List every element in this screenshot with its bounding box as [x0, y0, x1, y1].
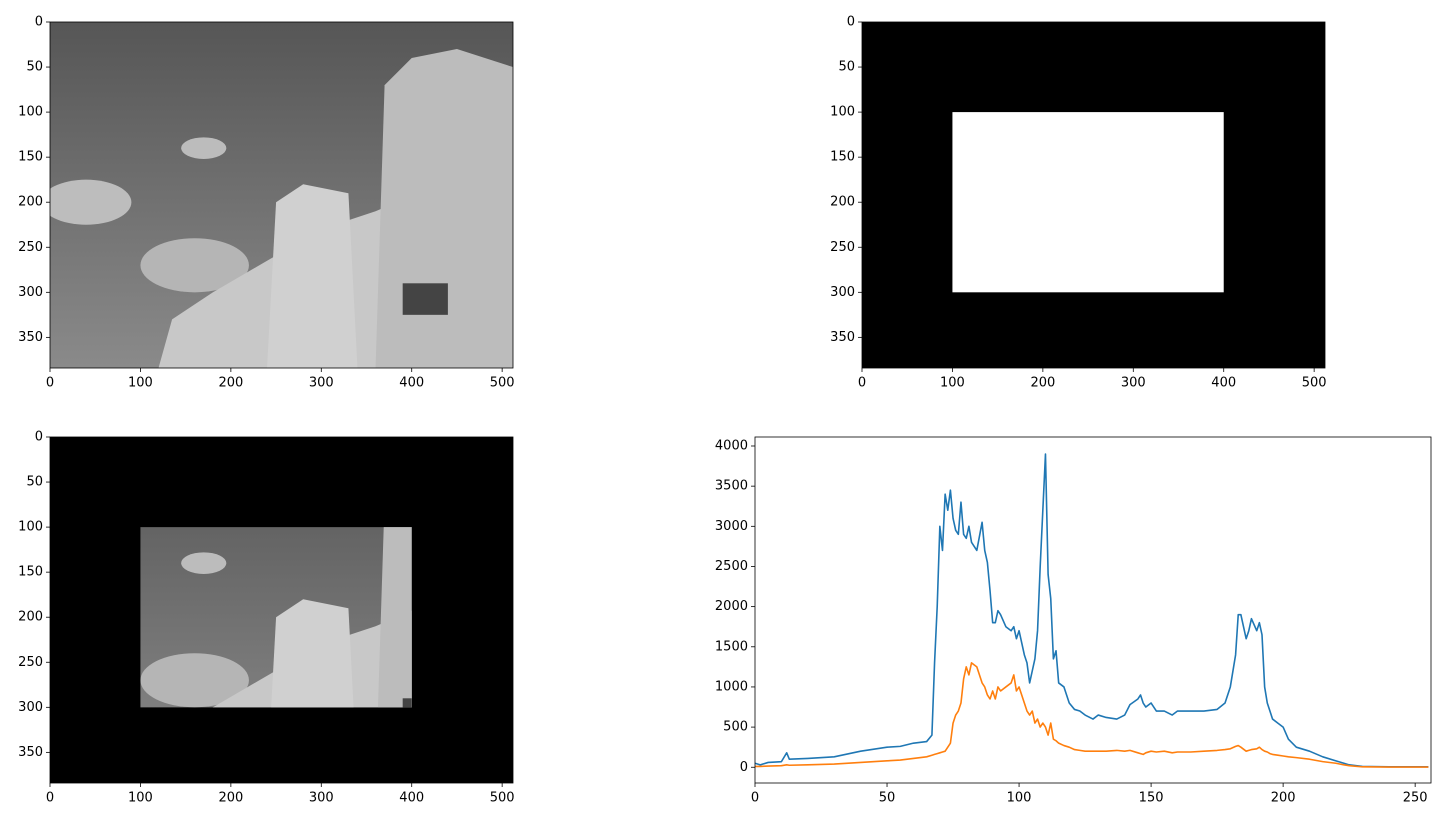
axes-frame — [754, 436, 1432, 784]
y-tick-label: 300 — [830, 285, 855, 300]
y-tick-label: 0 — [847, 15, 855, 30]
x-tick-label: 250 — [1403, 791, 1428, 806]
mask-region — [952, 112, 1224, 293]
y-tick-label: 4000 — [715, 438, 748, 453]
y-tick-label: 150 — [18, 150, 43, 165]
y-tick-label: 350 — [18, 745, 43, 760]
y-tick-label: 250 — [830, 240, 855, 255]
y-tick-label: 2500 — [715, 559, 748, 574]
axes-frame — [49, 436, 514, 784]
axes: 0 100 200 300 400 500 0 50 100 150 200 250 300 350 — [830, 15, 1326, 391]
x-tick-label: 100 — [128, 791, 153, 806]
x-tick-label: 0 — [858, 376, 866, 391]
y-tick-label: 150 — [830, 150, 855, 165]
y-tick-label: 250 — [18, 655, 43, 670]
axes-frame — [861, 21, 1326, 369]
axes-frame — [49, 21, 514, 369]
series-line — [754, 453, 1429, 768]
axes: 0 100 200 300 400 500 0 50 100 150 200 250 300 350 — [18, 430, 514, 806]
x-tick-label: 0 — [46, 791, 54, 806]
y-tick-label: 500 — [723, 720, 748, 735]
y-tick-label: 50 — [26, 475, 43, 490]
x-tick-label: 0 — [46, 376, 54, 391]
x-tick-label: 200 — [1271, 791, 1296, 806]
x-tick-label: 400 — [399, 376, 424, 391]
x-tick-label: 100 — [1007, 791, 1032, 806]
y-tick-label: 250 — [18, 240, 43, 255]
y-tick-label: 350 — [830, 330, 855, 345]
y-tick-label: 0 — [740, 760, 748, 775]
y-tick-label: 0 — [35, 15, 43, 30]
y-tick-label: 300 — [18, 700, 43, 715]
y-tick-label: 2000 — [715, 599, 748, 614]
y-tick-label: 200 — [18, 610, 43, 625]
y-tick-label: 200 — [830, 195, 855, 210]
y-tick-label: 1500 — [715, 639, 748, 654]
x-tick-label: 500 — [490, 376, 515, 391]
y-tick-label: 50 — [838, 60, 855, 75]
x-tick-label: 200 — [1030, 376, 1055, 391]
x-tick-label: 200 — [218, 791, 243, 806]
y-tick-label: 100 — [18, 520, 43, 535]
series-line — [755, 662, 1429, 768]
x-tick-label: 500 — [490, 791, 515, 806]
y-tick-label: 350 — [18, 330, 43, 345]
x-tick-label: 500 — [1302, 376, 1327, 391]
x-tick-label: 300 — [1121, 376, 1146, 391]
y-tick-label: 0 — [35, 430, 43, 445]
y-tick-label: 100 — [18, 105, 43, 120]
photo — [50, 22, 513, 368]
x-tick-label: 300 — [309, 791, 334, 806]
x-tick-label: 0 — [751, 791, 759, 806]
y-tick-label: 3500 — [715, 479, 748, 494]
y-tick-label: 3000 — [715, 519, 748, 534]
y-tick-label: 1000 — [715, 679, 748, 694]
y-tick-label: 100 — [830, 105, 855, 120]
axes: 0 50 100 150 200 2500500100015002000250030003… — [715, 436, 1432, 806]
y-tick-label: 50 — [26, 60, 43, 75]
x-tick-label: 200 — [218, 376, 243, 391]
photo-content — [50, 22, 513, 368]
x-tick-label: 400 — [1211, 376, 1236, 391]
x-tick-label: 100 — [940, 376, 965, 391]
x-tick-label: 100 — [128, 376, 153, 391]
x-tick-label: 400 — [399, 791, 424, 806]
axes: 0 100 200 300 400 500 0 50 100 150 200 250 300 350 — [18, 15, 514, 391]
x-tick-label: 50 — [879, 791, 896, 806]
y-tick-label: 200 — [18, 195, 43, 210]
x-tick-label: 300 — [309, 376, 334, 391]
y-tick-label: 300 — [18, 285, 43, 300]
x-tick-label: 150 — [1139, 791, 1164, 806]
y-tick-label: 150 — [18, 565, 43, 580]
